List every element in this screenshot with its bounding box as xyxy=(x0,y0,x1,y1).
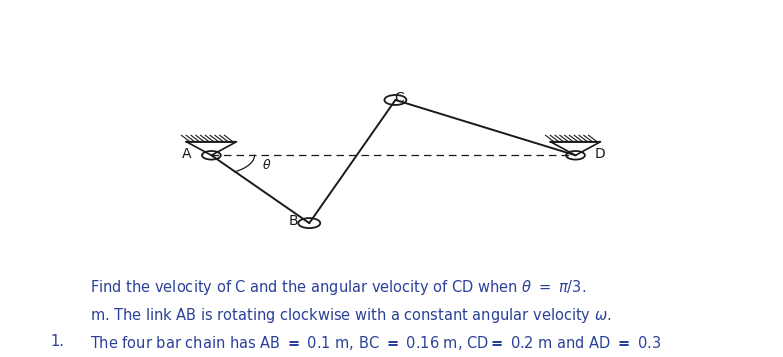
Text: The four bar chain has AB $\mathbf{=}$ 0.1 m, BC $\mathbf{=}$ 0.16 m, CD$\mathbf: The four bar chain has AB $\mathbf{=}$ 0… xyxy=(90,334,662,352)
Text: Find the velocity of C and the angular velocity of CD when $\theta$ $=$ $\pi$/3.: Find the velocity of C and the angular v… xyxy=(90,278,586,297)
Text: 1.: 1. xyxy=(51,334,65,349)
Text: C: C xyxy=(395,91,404,105)
Text: m. The link AB is rotating clockwise with a constant angular velocity $\omega$.: m. The link AB is rotating clockwise wit… xyxy=(90,306,612,325)
Text: B: B xyxy=(289,215,298,228)
Text: $\theta$: $\theta$ xyxy=(262,159,271,172)
Text: D: D xyxy=(595,146,606,161)
Text: A: A xyxy=(182,146,192,161)
